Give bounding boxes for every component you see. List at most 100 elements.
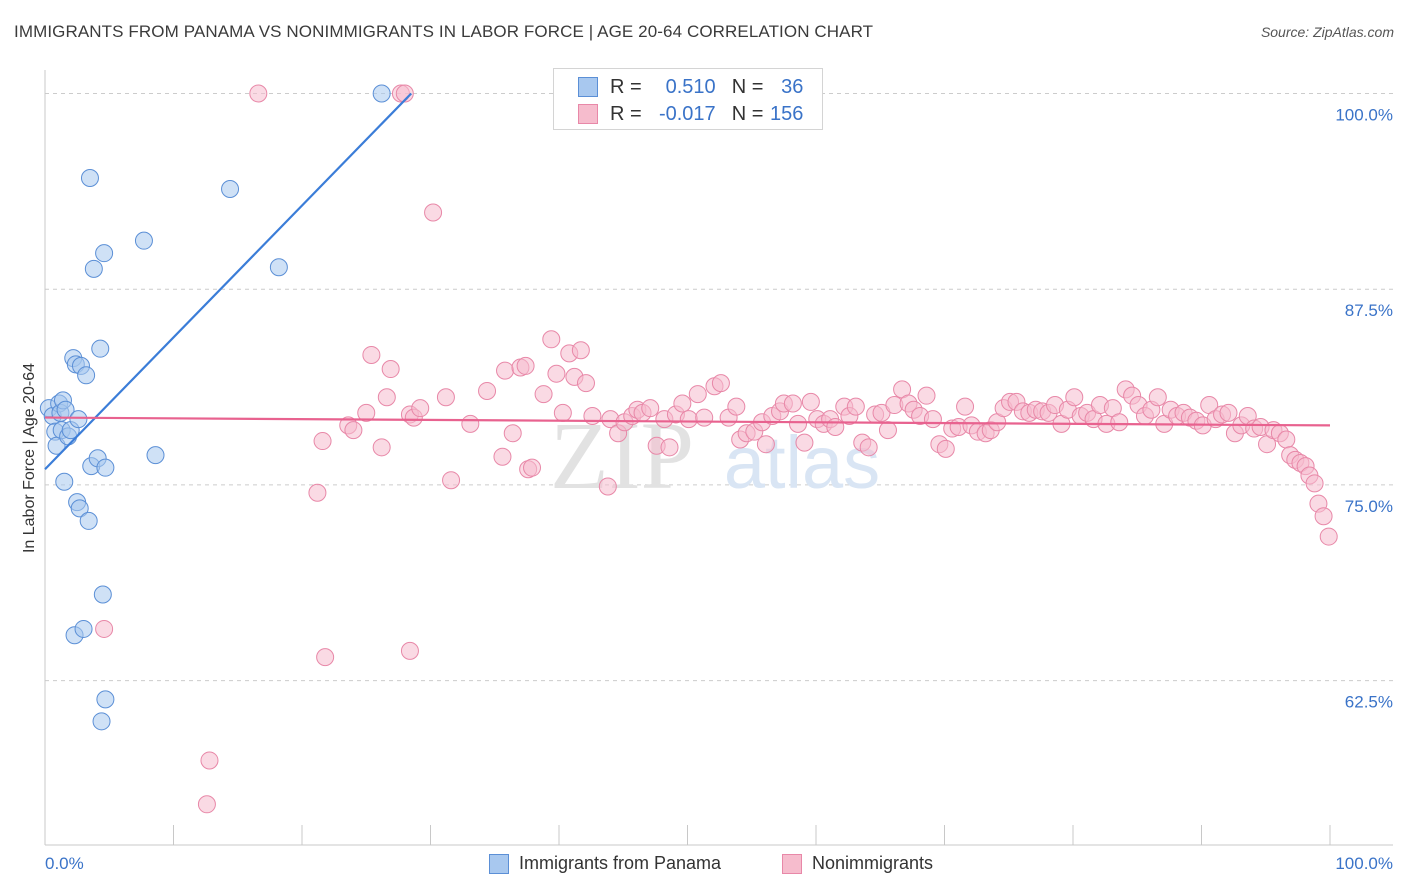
nonimmigrant-point [783, 394, 802, 413]
nonimmigrant-point [542, 330, 561, 349]
nonimmigrant-point [673, 394, 692, 413]
y-tick-label: 75.0% [1345, 497, 1393, 516]
nonimmigrant-point [516, 356, 535, 375]
nonimmigrant-point [1110, 413, 1129, 432]
panama-swatch [578, 77, 598, 97]
legend-item-nonimmigrants[interactable]: Nonimmigrants [782, 853, 933, 874]
nonimmigrants-trend-line [44, 416, 1331, 427]
nonimmigrant-point [400, 641, 419, 660]
nonimmigrant-point [442, 471, 461, 490]
nonimmigrant-point [641, 399, 660, 418]
gridlines [45, 92, 1393, 682]
source-label: Source: ZipAtlas.com [1260, 24, 1394, 40]
nonimmigrant-point [795, 433, 814, 452]
nonimmigrant-point [711, 374, 730, 393]
y-axis-label: In Labor Force | Age 20-64 [21, 362, 38, 554]
nonimmigrant-point [344, 421, 363, 440]
panama-point [146, 446, 165, 465]
nonimmigrant-point [547, 364, 566, 383]
axes [44, 70, 1393, 846]
nonimmigrant-point [357, 403, 376, 422]
tick-labels: 62.5% 75.0% 87.5% 100.0% 0.0% 100.0% [45, 105, 1393, 873]
nonimmigrant-point [1319, 527, 1338, 546]
nonimmigrant-point [878, 421, 897, 440]
panama-legend-swatch [489, 853, 509, 874]
nonimmigrant-point [789, 414, 808, 433]
nonimmigrant-point [316, 648, 335, 667]
nonimmigrant-point [1305, 474, 1324, 493]
panama-point [96, 690, 115, 709]
nonimmigrants-n-value: 156 [770, 102, 804, 125]
panama-point [80, 169, 99, 188]
nonimmigrant-point [424, 203, 443, 222]
panama-trend-line [44, 92, 413, 471]
nonimmigrant-point [917, 386, 936, 405]
panama-point [79, 511, 98, 530]
nonimmigrant-point [571, 341, 590, 360]
nonimmigrants-points [95, 84, 1338, 814]
nonimmigrant-point [496, 361, 515, 380]
x-tick-label: 100.0% [1335, 854, 1393, 873]
r-label: R = [610, 102, 642, 125]
nonimmigrant-point [598, 477, 617, 496]
panama-legend-label: Immigrants from Panama [519, 853, 722, 873]
nonimmigrant-point [859, 438, 878, 457]
nonimmigrant-point [688, 385, 707, 404]
panama-point [74, 619, 93, 638]
nonimmigrant-point [95, 619, 114, 638]
panama-point [221, 179, 240, 198]
nonimmigrant-point [1277, 430, 1296, 449]
n-label: N = [731, 75, 764, 98]
legend-row-panama: R = 0.510 N = 36 [578, 74, 803, 100]
panama-point [269, 258, 288, 277]
nonimmigrant-point [956, 397, 975, 416]
nonimmigrant-point [313, 432, 332, 451]
nonimmigrant-point [377, 388, 396, 407]
nonimmigrants-legend-label: Nonimmigrants [812, 853, 934, 873]
y-tick-label: 100.0% [1335, 105, 1393, 124]
panama-point [91, 339, 110, 358]
nonimmigrant-point [846, 397, 865, 416]
r-label: R = [610, 75, 642, 98]
nonimmigrant-point [200, 751, 219, 770]
legend-item-panama[interactable]: Immigrants from Panama [489, 853, 721, 874]
nonimmigrant-point [826, 417, 845, 436]
nonimmigrant-point [478, 381, 497, 400]
nonimmigrant-point [576, 374, 595, 393]
nonimmigrant-point [503, 424, 522, 443]
nonimmigrant-point [436, 388, 455, 407]
nonimmigrant-point [660, 438, 679, 457]
nonimmigrant-point [727, 397, 746, 416]
panama-point [70, 499, 89, 518]
nonimmigrant-point [197, 795, 216, 814]
chart-title: IMMIGRANTS FROM PANAMA VS NONIMMIGRANTS … [14, 22, 874, 41]
series-legend: Immigrants from Panama Nonimmigrants [0, 851, 1406, 879]
nonimmigrant-point [695, 408, 714, 427]
legend-row-nonimmigrants: R = -0.017 N = 156 [578, 101, 803, 127]
panama-point [372, 84, 391, 103]
nonimmigrant-point [493, 447, 512, 466]
panama-point [77, 366, 96, 385]
nonimmigrant-point [679, 410, 698, 429]
panama-point [134, 231, 153, 250]
nonimmigrant-point [395, 84, 414, 103]
x-tick-label: 0.0% [45, 854, 84, 873]
y-tick-label: 62.5% [1345, 693, 1393, 712]
nonimmigrants-legend-swatch [782, 853, 802, 874]
trend-lines [44, 92, 1331, 471]
panama-point [69, 410, 88, 429]
nonimmigrant-point [249, 84, 268, 103]
nonimmigrant-point [308, 483, 327, 502]
nonimmigrants-swatch [578, 104, 598, 124]
nonimmigrant-point [756, 435, 775, 454]
nonimmigrant-point [923, 410, 942, 429]
nonimmigrant-point [1065, 388, 1084, 407]
nonimmigrant-point [461, 414, 480, 433]
panama-point [92, 712, 111, 731]
nonimmigrant-point [523, 458, 542, 477]
panama-point [93, 585, 112, 604]
nonimmigrant-point [381, 360, 400, 379]
panama-r-value: 0.510 [665, 75, 716, 98]
nonimmigrant-point [411, 399, 430, 418]
